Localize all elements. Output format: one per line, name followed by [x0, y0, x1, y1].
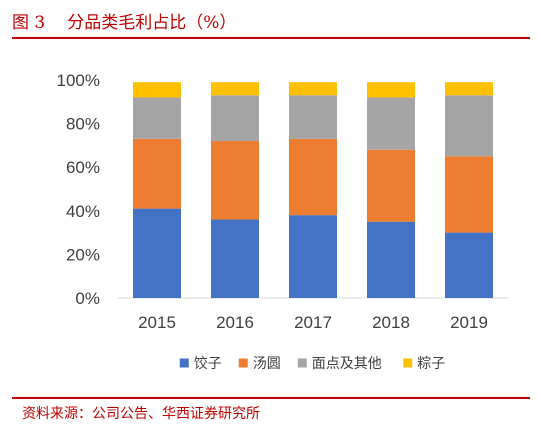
- x-tick-label: 2016: [216, 313, 254, 332]
- y-tick-label: 100%: [57, 71, 100, 90]
- legend-swatch: [179, 358, 189, 368]
- y-tick-label: 40%: [66, 202, 100, 221]
- x-tick-label: 2019: [450, 313, 488, 332]
- x-tick-label: 2017: [294, 313, 332, 332]
- x-axis-ticks: 2015 2016 2017 2018 2019: [138, 313, 488, 332]
- x-tick-label: 2015: [138, 313, 176, 332]
- legend-swatch: [238, 358, 248, 368]
- bar-segment: [445, 82, 493, 96]
- y-tick-label: 60%: [66, 158, 100, 177]
- bar-segment: [289, 138, 337, 216]
- bar-segment: [133, 97, 181, 139]
- bar-segment: [445, 156, 493, 233]
- y-axis-ticks: 0% 20% 40% 60% 80% 100%: [57, 71, 100, 308]
- legend-swatch: [403, 358, 413, 368]
- source-rule: [12, 397, 530, 399]
- bar-segment: [367, 97, 415, 150]
- bar-segment: [445, 232, 493, 298]
- legend-swatch: [297, 358, 307, 368]
- legend-label: 汤圆: [253, 356, 281, 372]
- legend: 饺子 汤圆 面点及其他 粽子: [179, 356, 445, 372]
- bar-segment: [289, 82, 337, 96]
- figure-title-text: 分品类毛利占比（%）: [67, 13, 237, 33]
- figure-title: 图 3 分品类毛利占比（%）: [12, 8, 236, 33]
- bar-segment: [367, 149, 415, 222]
- figure-number: 图 3: [12, 13, 46, 33]
- bar-segment: [211, 82, 259, 96]
- x-tick-label: 2018: [372, 313, 410, 332]
- bar-segment: [133, 82, 181, 98]
- bars: [133, 82, 493, 298]
- bar-segment: [445, 95, 493, 157]
- bar-segment: [133, 138, 181, 209]
- bar-segment: [367, 82, 415, 98]
- bar-segment: [289, 215, 337, 298]
- source-note: 资料来源：公司公告、华西证券研究所: [22, 406, 260, 422]
- legend-label: 饺子: [194, 356, 222, 372]
- legend-label: 面点及其他: [312, 356, 382, 372]
- bar-segment: [289, 95, 337, 139]
- y-tick-label: 0%: [75, 289, 100, 308]
- bar-segment: [133, 208, 181, 298]
- bar-segment: [367, 221, 415, 298]
- y-tick-label: 20%: [66, 245, 100, 264]
- bar-segment: [211, 219, 259, 298]
- legend-label: 粽子: [417, 356, 445, 372]
- bar-segment: [211, 95, 259, 142]
- bar-segment: [211, 141, 259, 220]
- y-tick-label: 80%: [66, 115, 100, 134]
- title-rule: [12, 37, 530, 39]
